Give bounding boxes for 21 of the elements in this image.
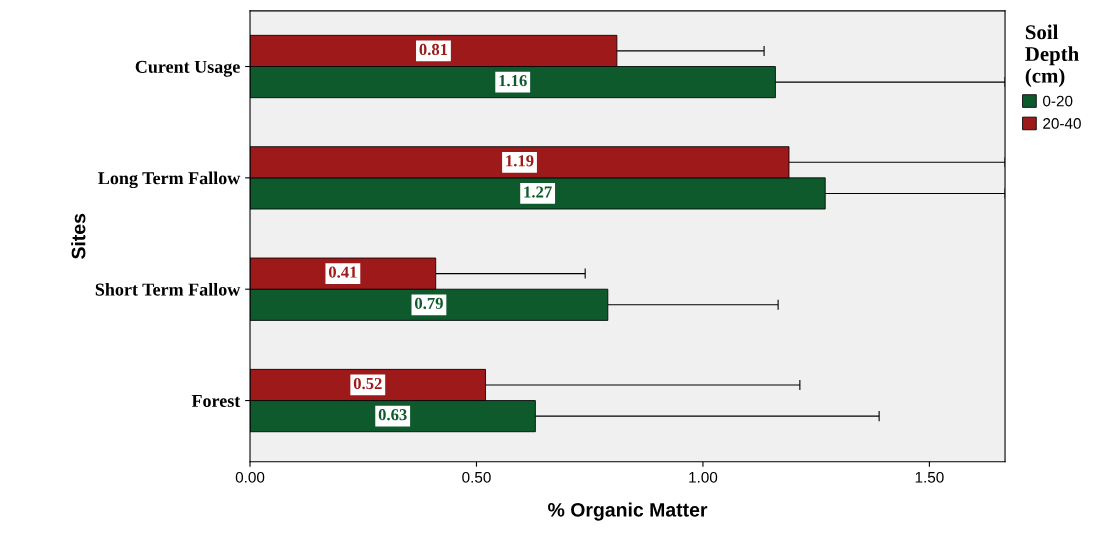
- legend-title: Soil Depth (cm): [1025, 24, 1079, 88]
- y-tick-label: Short Term Fallow: [95, 282, 241, 296]
- data-label: 0.79: [414, 297, 443, 310]
- y-tick-label: Long Term Fallow: [98, 171, 241, 189]
- data-label: 0.63: [378, 409, 407, 421]
- data-label: 1.19: [506, 155, 534, 167]
- x-tick-label: 0.00: [235, 471, 265, 483]
- x-axis-title: % Organic Matter: [548, 502, 708, 521]
- data-label: 0.81: [419, 43, 448, 56]
- legend-label: 0-20: [1043, 95, 1073, 107]
- data-label: 1.27: [524, 186, 552, 198]
- x-tick-label: 1.50: [915, 471, 944, 483]
- x-tick-label: 1.00: [689, 471, 718, 483]
- y-axis-title: Sites: [71, 213, 86, 259]
- y-tick-label: Curent Usage: [135, 60, 240, 77]
- x-tick-label: 0.50: [462, 471, 491, 483]
- data-label: 0.52: [353, 377, 382, 390]
- data-label: 1.16: [499, 75, 527, 87]
- legend-label: 20-40: [1043, 118, 1081, 129]
- y-tick-label: Forest: [191, 394, 241, 407]
- data-label: 0.41: [328, 266, 357, 278]
